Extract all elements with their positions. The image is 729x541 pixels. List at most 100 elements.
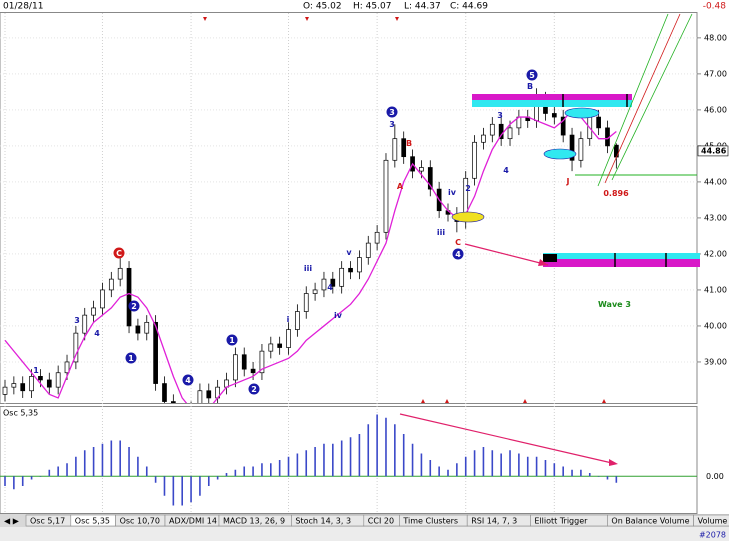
wave-marker <box>526 69 538 81</box>
osc-bar <box>588 473 591 477</box>
osc-bar <box>128 447 130 477</box>
osc-bar <box>181 476 183 506</box>
annotation: 4 <box>455 250 461 259</box>
candle-body <box>20 383 26 392</box>
y-tick-label: 0.00 <box>706 472 724 481</box>
osc-bar <box>39 476 42 477</box>
osc-bar <box>48 469 51 477</box>
candle-body <box>268 343 274 352</box>
osc-bar <box>4 476 6 486</box>
tab-label[interactable]: CCI 20 <box>368 517 394 526</box>
tab-label[interactable]: RSI 14, 7, 3 <box>471 517 517 526</box>
candle-body <box>206 390 212 399</box>
candle-body <box>144 321 150 334</box>
candle-body <box>401 138 407 158</box>
y-tick-label: 39.00 <box>704 357 727 366</box>
osc-bar <box>190 476 192 503</box>
candle-body <box>11 383 17 388</box>
osc-bar <box>429 460 432 477</box>
osc-bar <box>234 469 237 477</box>
osc-bar <box>323 443 325 477</box>
candle-body <box>303 293 309 312</box>
tab-label[interactable]: Time Clusters <box>402 517 458 526</box>
candle-body <box>596 116 601 129</box>
osc-bar <box>358 434 361 477</box>
osc-bar <box>296 453 299 477</box>
candle-body <box>277 343 283 348</box>
osc-bar <box>137 456 139 477</box>
osc-bar <box>544 460 547 477</box>
tab-label[interactable]: Stoch 14, 3, 3 <box>295 517 351 526</box>
wave-marker <box>113 247 125 259</box>
candle-body <box>29 376 34 392</box>
osc-bar <box>376 414 378 477</box>
osc-bar <box>553 463 556 477</box>
osc-bar <box>83 450 86 477</box>
candle-body <box>64 361 70 374</box>
osc-bar <box>207 476 210 486</box>
candle-body <box>560 116 566 136</box>
candle-body <box>241 354 247 370</box>
tab-label[interactable]: On Balance Volume <box>611 517 689 526</box>
y-tick-label: 46.00 <box>704 105 727 114</box>
annotation: 3 <box>389 120 395 129</box>
osc-bar <box>75 456 77 477</box>
wave-marker <box>182 374 194 386</box>
osc-bar <box>243 466 246 477</box>
annotation: 2 <box>251 385 257 394</box>
osc-bar <box>57 466 59 477</box>
osc-bar <box>66 463 68 477</box>
osc-bar <box>367 424 370 477</box>
annotation: 0.896 <box>603 189 629 198</box>
tab[interactable] <box>693 514 729 527</box>
osc-bar <box>473 450 476 477</box>
osc-bar <box>30 476 33 480</box>
candle-body <box>197 390 203 403</box>
candle-body <box>578 138 584 161</box>
tab-label[interactable]: Osc 10,70 <box>120 517 160 526</box>
tab-label[interactable]: Volume 30 <box>698 517 729 526</box>
wave-marker <box>386 106 398 118</box>
tab-label[interactable]: Osc 5,17 <box>30 517 65 526</box>
y-tick-label: 41.00 <box>704 285 727 294</box>
price-marker <box>697 145 729 157</box>
tab-label[interactable]: Osc 5,35 <box>75 517 110 526</box>
tab-label[interactable]: ADX/DMI 14 <box>169 517 217 526</box>
osc-bar <box>172 476 175 506</box>
candle-body <box>135 325 141 334</box>
wave-marker <box>452 248 464 260</box>
tab-scroll[interactable]: ◀ ▶ <box>4 517 20 526</box>
osc-bar <box>438 466 440 477</box>
osc-bar <box>464 456 467 477</box>
osc-bar <box>597 476 600 477</box>
candle-body <box>321 278 327 291</box>
candle-body <box>498 123 504 140</box>
tab-label[interactable]: Elliott Trigger <box>534 517 588 526</box>
candle-body <box>46 379 52 388</box>
osc-bar <box>154 476 157 483</box>
osc-bar <box>110 440 113 477</box>
candle-body <box>357 257 362 273</box>
ohlc-close: C: 44.69 <box>450 2 488 12</box>
osc-bar <box>500 453 502 477</box>
candle-body <box>295 311 300 330</box>
annotation: C <box>116 249 122 258</box>
osc-bar <box>402 434 405 477</box>
candle-body <box>73 332 79 363</box>
drawing-tools <box>203 13 700 466</box>
candle-body <box>162 383 167 402</box>
osc-bar <box>145 466 148 477</box>
osc-bar <box>332 443 334 477</box>
price-marker-label: 44.86 <box>701 146 727 155</box>
tab-label[interactable]: MACD 13, 26, 9 <box>223 517 285 526</box>
candle-body <box>489 123 495 136</box>
annotation: 3 <box>497 111 503 120</box>
candle-body <box>2 386 8 395</box>
osc-bar <box>13 476 15 490</box>
annotation: 1 <box>229 336 235 345</box>
candle-body <box>126 267 132 327</box>
candle-body <box>569 134 575 161</box>
annotation: iii <box>437 228 445 237</box>
osc-bar <box>394 424 396 477</box>
